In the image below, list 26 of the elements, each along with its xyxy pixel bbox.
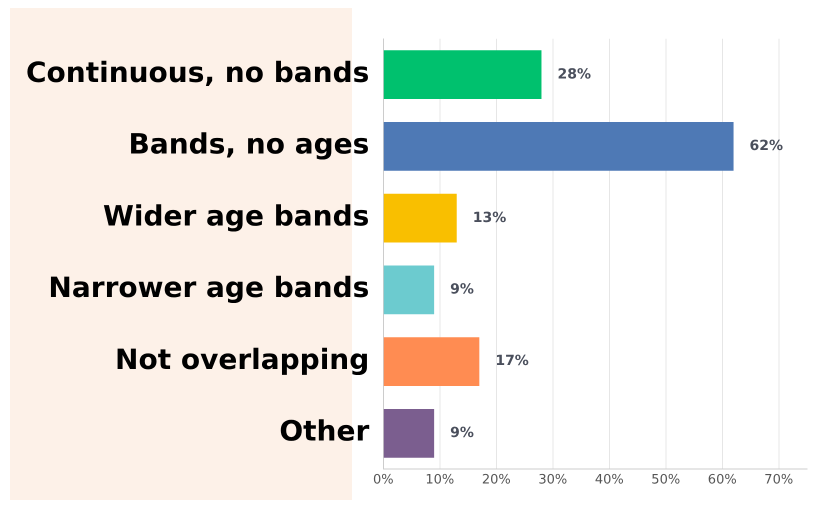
x-tick-label: 30%	[538, 472, 568, 488]
x-tick-label: 10%	[425, 472, 454, 488]
bar	[384, 50, 542, 100]
bar	[384, 122, 734, 171]
y-tick-label: Not overlapping	[115, 342, 370, 376]
x-tick-label: 20%	[482, 472, 511, 488]
y-tick-label: Wider age bands	[102, 199, 370, 232]
x-tick-label: 0%	[372, 472, 394, 488]
x-tick-label: 60%	[708, 472, 737, 488]
y-tick-label: Narrower age bands	[48, 271, 370, 304]
y-tick-label: Continuous, no bands	[26, 56, 370, 89]
data-label: 9%	[450, 424, 474, 441]
bar	[384, 408, 434, 458]
data-label: 13%	[472, 210, 506, 226]
data-label: 9%	[450, 282, 474, 298]
bar	[384, 337, 480, 386]
x-tick-label: 70%	[764, 472, 794, 488]
y-tick-label: Other	[279, 414, 370, 448]
bar	[384, 194, 457, 243]
x-tick-label: 40%	[594, 472, 624, 488]
data-label: 28%	[557, 66, 591, 82]
y-tick-label: Bands, no ages	[128, 128, 370, 161]
bar	[384, 265, 434, 314]
x-tick-label: 50%	[651, 472, 680, 488]
data-label: 17%	[495, 353, 529, 370]
data-label: 62%	[750, 138, 784, 154]
